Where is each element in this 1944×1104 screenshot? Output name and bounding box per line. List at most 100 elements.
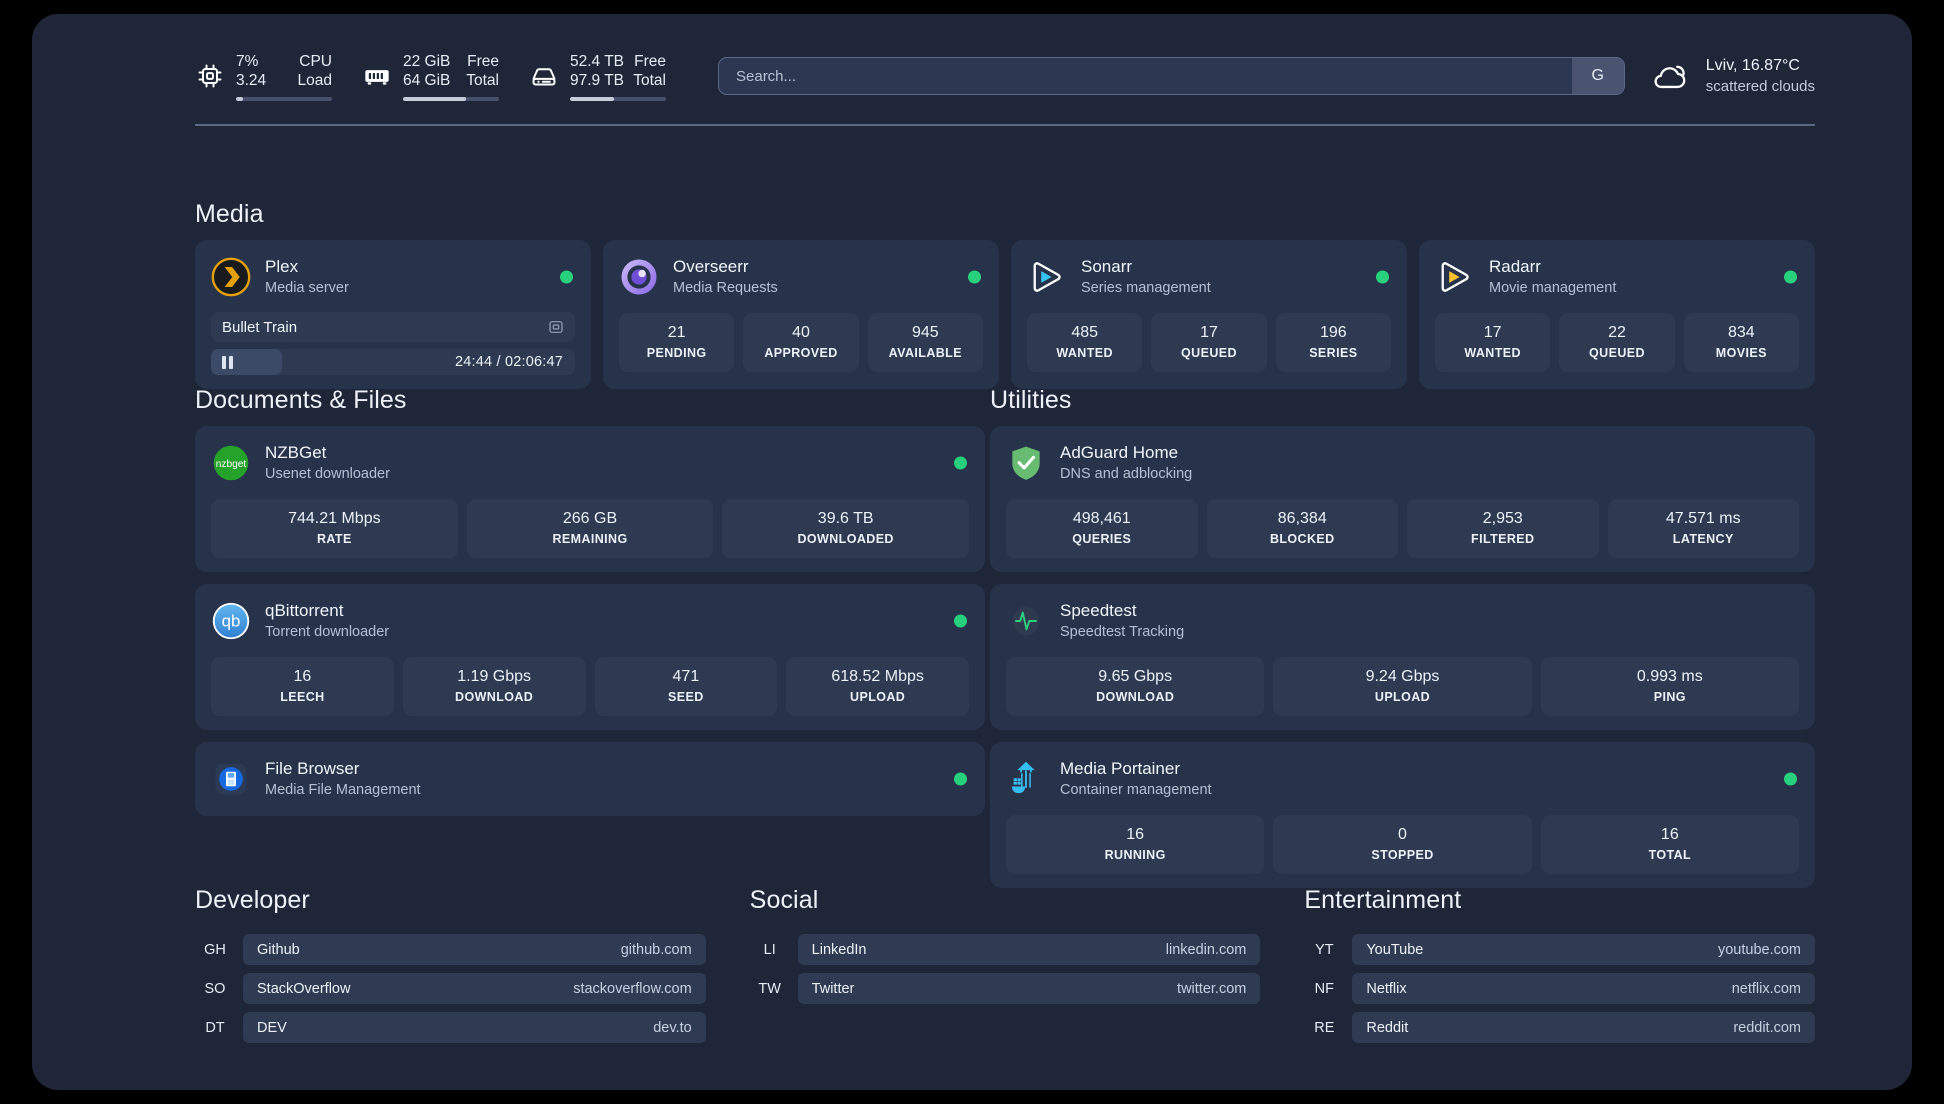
bookmark-item[interactable]: SO StackOverflow stackoverflow.com (195, 973, 706, 1004)
stat-tile[interactable]: 16 TOTAL (1540, 815, 1799, 874)
stat-value: 21 (667, 324, 686, 341)
qbittorrent-icon: qb (211, 601, 251, 641)
bookmark-url: twitter.com (1177, 980, 1247, 997)
stat-label: LEECH (280, 690, 325, 704)
bookmark-abbreviation: NF (1314, 980, 1335, 997)
bookmark-item[interactable]: TW Twitter twitter.com (750, 973, 1261, 1004)
service-card[interactable]: nzbget NZBGet Usenet downloader 744.21 M… (195, 426, 985, 572)
now-playing-title-row[interactable]: Bullet Train (211, 312, 575, 342)
stat-row: 16 LEECH 1.19 Gbps DOWNLOAD 471 SEED 618… (211, 657, 969, 716)
stat-label: STOPPED (1371, 848, 1434, 862)
stat-tile[interactable]: 1.19 Gbps DOWNLOAD (402, 657, 586, 716)
stat-tile[interactable]: 86,384 BLOCKED (1206, 499, 1398, 558)
bookmark-name: Netflix (1366, 980, 1407, 997)
bookmark-url: dev.to (653, 1019, 692, 1036)
stat-tile[interactable]: 17 WANTED (1435, 313, 1551, 372)
bookmark-abbreviation: SO (204, 980, 226, 997)
service-subtitle: Media File Management (265, 782, 421, 798)
stat-tile[interactable]: 498,461 QUERIES (1006, 499, 1198, 558)
stat-tile[interactable]: 9.65 Gbps DOWNLOAD (1006, 657, 1265, 716)
system-usage-bar (403, 96, 499, 101)
stat-label: SEED (668, 690, 704, 704)
service-card[interactable]: Overseerr Media Requests 21 PENDING 40 A… (603, 240, 999, 389)
stat-label: APPROVED (764, 346, 838, 360)
stat-tile[interactable]: 47.571 ms LATENCY (1607, 499, 1799, 558)
stat-label: RUNNING (1104, 848, 1166, 862)
stat-tile[interactable]: 16 LEECH (211, 657, 394, 716)
stat-tile[interactable]: 9.24 Gbps UPLOAD (1273, 657, 1532, 716)
bookmark-name: Reddit (1366, 1019, 1409, 1036)
service-card[interactable]: Sonarr Series management 485 WANTED 17 Q… (1011, 240, 1407, 389)
stat-value: 498,461 (1072, 510, 1131, 527)
stat-tile[interactable]: 39.6 TB DOWNLOADED (722, 499, 970, 558)
stat-row: 21 PENDING 40 APPROVED 945 AVAILABLE (619, 313, 983, 372)
stat-tile[interactable]: 196 SERIES (1275, 313, 1391, 372)
stat-tile[interactable]: 22 QUEUED (1559, 313, 1675, 372)
service-subtitle: Series management (1081, 280, 1211, 296)
stat-tile[interactable]: 485 WANTED (1027, 313, 1143, 372)
stat-label: PENDING (646, 346, 707, 360)
stat-tile[interactable]: 0.993 ms PING (1540, 657, 1799, 716)
bookmark-url: youtube.com (1717, 941, 1802, 958)
stat-tile[interactable]: 945 AVAILABLE (867, 313, 983, 372)
stat-row: 17 WANTED 22 QUEUED 834 MOVIES (1435, 313, 1799, 372)
stat-label: DOWNLOAD (455, 690, 534, 704)
bookmark-item[interactable]: LI LinkedIn linkedin.com (750, 934, 1261, 965)
stat-value: 618.52 Mbps (831, 668, 924, 685)
stat-tile[interactable]: 16 RUNNING (1006, 815, 1265, 874)
bookmark-item[interactable]: GH Github github.com (195, 934, 706, 965)
status-indicator-online (954, 772, 967, 786)
system-label-bottom: Load (297, 71, 332, 89)
stat-tile[interactable]: 0 STOPPED (1273, 815, 1532, 874)
stat-value: 945 (911, 324, 939, 341)
service-subtitle: Speedtest Tracking (1060, 624, 1185, 640)
radarr-icon (1435, 257, 1475, 297)
pause-icon[interactable] (222, 355, 233, 369)
service-card[interactable]: Speedtest Speedtest Tracking 9.65 Gbps D… (990, 584, 1815, 730)
service-card[interactable]: File Browser Media File Management (195, 742, 985, 816)
now-playing-progress-row[interactable]: 24:44 / 02:06:47 (211, 349, 575, 375)
service-card[interactable]: qb qBittorrent Torrent downloader 16 LEE… (195, 584, 985, 730)
service-subtitle: Media server (265, 280, 349, 296)
stat-value: 2,953 (1482, 510, 1523, 527)
card-header: qb qBittorrent Torrent downloader (211, 598, 969, 644)
stat-tile[interactable]: 618.52 Mbps UPLOAD (786, 657, 969, 716)
service-card[interactable]: Radarr Movie management 17 WANTED 22 QUE… (1419, 240, 1815, 389)
stat-tile[interactable]: 744.21 Mbps RATE (211, 499, 458, 558)
bookmark-item[interactable]: YT YouTube youtube.com (1304, 934, 1816, 965)
service-card[interactable]: Plex Media server Bullet Train 24:44 / 0… (195, 240, 591, 389)
card-header: AdGuard Home DNS and adblocking (1006, 440, 1799, 486)
stat-tile[interactable]: 266 GB REMAINING (466, 499, 714, 558)
section-title-media: Media (195, 200, 264, 228)
search-input[interactable] (719, 58, 1572, 94)
search-engine-button[interactable]: G (1571, 58, 1624, 94)
stat-label: WANTED (1464, 346, 1521, 360)
cast-icon[interactable] (548, 319, 564, 335)
service-card[interactable]: Media Portainer Container management 16 … (990, 742, 1815, 888)
bookmark-name: DEV (257, 1019, 287, 1036)
system-label-bottom: Total (466, 71, 499, 89)
system-value-top: 7% (236, 52, 259, 70)
utilities-card-column: AdGuard Home DNS and adblocking 498,461 … (990, 426, 1815, 888)
now-playing-time: 24:44 / 02:06:47 (454, 354, 563, 370)
stat-tile[interactable]: 21 PENDING (619, 313, 735, 372)
stat-tile[interactable]: 471 SEED (594, 657, 778, 716)
stat-tile[interactable]: 834 MOVIES (1683, 313, 1799, 372)
bookmark-item[interactable]: DT DEV dev.to (195, 1012, 706, 1043)
media-card-grid: Plex Media server Bullet Train 24:44 / 0… (195, 240, 1815, 389)
memory-icon (362, 61, 392, 91)
status-indicator-online (560, 270, 573, 284)
bookmark-name: YouTube (1366, 941, 1424, 958)
search-bar[interactable]: G (718, 57, 1625, 95)
stat-tile[interactable]: 2,953 FILTERED (1407, 499, 1599, 558)
stat-tile[interactable]: 40 APPROVED (743, 313, 859, 372)
service-card[interactable]: AdGuard Home DNS and adblocking 498,461 … (990, 426, 1815, 572)
stat-value: 40 (792, 324, 810, 341)
bookmark-item[interactable]: RE Reddit reddit.com (1304, 1012, 1816, 1043)
stat-label: FILTERED (1471, 532, 1535, 546)
stat-value: 9.65 Gbps (1098, 668, 1173, 685)
service-subtitle: Usenet downloader (265, 466, 390, 482)
stat-tile[interactable]: 17 QUEUED (1151, 313, 1267, 372)
system-stat-cpu: 7% CPU 3.24 Load (195, 52, 332, 101)
bookmark-item[interactable]: NF Netflix netflix.com (1304, 973, 1816, 1004)
